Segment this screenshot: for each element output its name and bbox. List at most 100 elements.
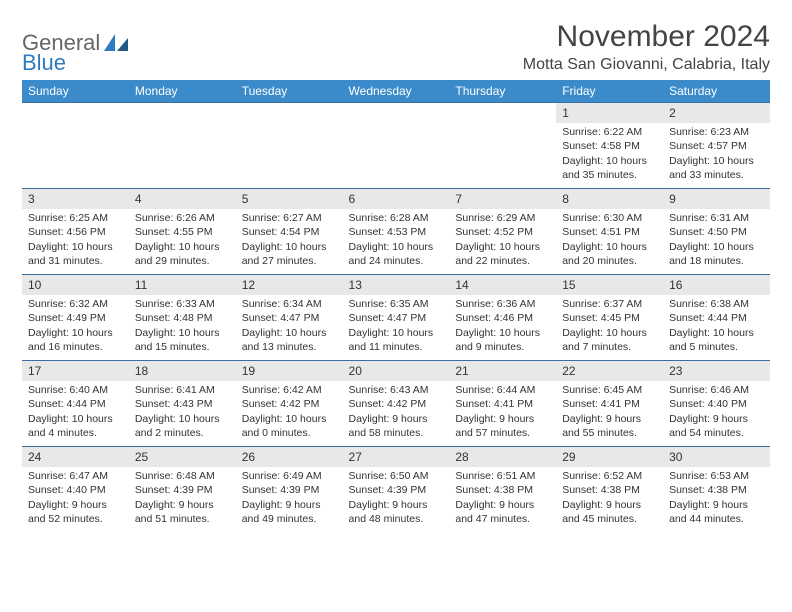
day-line: Sunset: 4:46 PM — [455, 311, 550, 325]
day-line: Sunrise: 6:37 AM — [562, 297, 657, 311]
day-number: 6 — [343, 189, 450, 209]
day-line: Sunset: 4:42 PM — [242, 397, 337, 411]
calendar-day-cell: 4Sunrise: 6:26 AMSunset: 4:55 PMDaylight… — [129, 189, 236, 275]
day-line: Daylight: 10 hours and 15 minutes. — [135, 326, 230, 354]
calendar-day-cell — [22, 103, 129, 189]
day-content — [449, 123, 556, 129]
day-line: Sunset: 4:50 PM — [669, 225, 764, 239]
day-line: Daylight: 10 hours and 20 minutes. — [562, 240, 657, 268]
weekday-header: Sunday — [22, 80, 129, 103]
day-number: 23 — [663, 361, 770, 381]
day-content: Sunrise: 6:50 AMSunset: 4:39 PMDaylight:… — [343, 467, 450, 530]
calendar-table: Sunday Monday Tuesday Wednesday Thursday… — [22, 80, 770, 533]
day-content — [22, 123, 129, 129]
day-line: Daylight: 10 hours and 9 minutes. — [455, 326, 550, 354]
day-line: Sunrise: 6:33 AM — [135, 297, 230, 311]
day-line: Sunrise: 6:48 AM — [135, 469, 230, 483]
day-content: Sunrise: 6:37 AMSunset: 4:45 PMDaylight:… — [556, 295, 663, 358]
day-number: 4 — [129, 189, 236, 209]
day-line: Daylight: 10 hours and 4 minutes. — [28, 412, 123, 440]
calendar-day-cell: 19Sunrise: 6:42 AMSunset: 4:42 PMDayligh… — [236, 361, 343, 447]
day-line: Daylight: 10 hours and 33 minutes. — [669, 154, 764, 182]
weekday-header: Friday — [556, 80, 663, 103]
day-content: Sunrise: 6:27 AMSunset: 4:54 PMDaylight:… — [236, 209, 343, 272]
calendar-day-cell: 16Sunrise: 6:38 AMSunset: 4:44 PMDayligh… — [663, 275, 770, 361]
day-line: Daylight: 10 hours and 0 minutes. — [242, 412, 337, 440]
calendar-day-cell: 7Sunrise: 6:29 AMSunset: 4:52 PMDaylight… — [449, 189, 556, 275]
day-content: Sunrise: 6:46 AMSunset: 4:40 PMDaylight:… — [663, 381, 770, 444]
day-number: 9 — [663, 189, 770, 209]
header: General Blue November 2024 Motta San Gio… — [22, 18, 770, 74]
day-number: 26 — [236, 447, 343, 467]
day-number: 18 — [129, 361, 236, 381]
logo-text-2: Blue — [22, 52, 66, 74]
calendar-day-cell: 12Sunrise: 6:34 AMSunset: 4:47 PMDayligh… — [236, 275, 343, 361]
day-line: Sunset: 4:40 PM — [28, 483, 123, 497]
calendar-day-cell: 14 Sunrise: 6:36 AMSunset: 4:46 PMDayligh… — [449, 275, 556, 361]
day-line: Sunset: 4:58 PM — [562, 139, 657, 153]
day-number: 14 — [449, 275, 556, 295]
day-line: Sunrise: 6:23 AM — [669, 125, 764, 139]
day-content: Sunrise: 6:31 AMSunset: 4:50 PMDaylight:… — [663, 209, 770, 272]
day-number: 28 — [449, 447, 556, 467]
calendar-day-cell: 20Sunrise: 6:43 AMSunset: 4:42 PMDayligh… — [343, 361, 450, 447]
day-line: Daylight: 10 hours and 18 minutes. — [669, 240, 764, 268]
day-content: Sunrise: 6:29 AMSunset: 4:52 PMDaylight:… — [449, 209, 556, 272]
calendar-day-cell: 23Sunrise: 6:46 AMSunset: 4:40 PMDayligh… — [663, 361, 770, 447]
day-line: Sunset: 4:41 PM — [455, 397, 550, 411]
calendar-day-cell: 10Sunrise: 6:32 AMSunset: 4:49 PMDayligh… — [22, 275, 129, 361]
day-content — [236, 123, 343, 129]
day-content: Sunrise: 6:26 AMSunset: 4:55 PMDaylight:… — [129, 209, 236, 272]
day-line: Sunrise: 6:49 AM — [242, 469, 337, 483]
calendar-day-cell: 8Sunrise: 6:30 AMSunset: 4:51 PMDaylight… — [556, 189, 663, 275]
day-line: Sunset: 4:44 PM — [28, 397, 123, 411]
weekday-header: Wednesday — [343, 80, 450, 103]
day-content: Sunrise: 6:47 AMSunset: 4:40 PMDaylight:… — [22, 467, 129, 530]
calendar-day-cell: 11Sunrise: 6:33 AMSunset: 4:48 PMDayligh… — [129, 275, 236, 361]
calendar-day-cell: 17Sunrise: 6:40 AMSunset: 4:44 PMDayligh… — [22, 361, 129, 447]
calendar-day-cell: 21Sunrise: 6:44 AMSunset: 4:41 PMDayligh… — [449, 361, 556, 447]
day-content: Sunrise: 6:23 AMSunset: 4:57 PMDaylight:… — [663, 123, 770, 186]
day-line: Daylight: 9 hours and 54 minutes. — [669, 412, 764, 440]
day-line: Daylight: 9 hours and 57 minutes. — [455, 412, 550, 440]
day-line: Sunrise: 6:52 AM — [562, 469, 657, 483]
day-line: Sunset: 4:49 PM — [28, 311, 123, 325]
day-number: 7 — [449, 189, 556, 209]
day-line: Sunset: 4:38 PM — [562, 483, 657, 497]
day-line: Sunrise: 6:53 AM — [669, 469, 764, 483]
day-number: 15 — [556, 275, 663, 295]
calendar-day-cell: 18Sunrise: 6:41 AMSunset: 4:43 PMDayligh… — [129, 361, 236, 447]
day-line: Sunrise: 6:43 AM — [349, 383, 444, 397]
day-line: Sunset: 4:42 PM — [349, 397, 444, 411]
calendar-day-cell — [236, 103, 343, 189]
day-content: Sunrise: 6:42 AMSunset: 4:42 PMDaylight:… — [236, 381, 343, 444]
calendar-week-row: 17Sunrise: 6:40 AMSunset: 4:44 PMDayligh… — [22, 361, 770, 447]
calendar-day-cell: 13Sunrise: 6:35 AMSunset: 4:47 PMDayligh… — [343, 275, 450, 361]
day-number: 17 — [22, 361, 129, 381]
calendar-day-cell: 9Sunrise: 6:31 AMSunset: 4:50 PMDaylight… — [663, 189, 770, 275]
day-line: Sunrise: 6:32 AM — [28, 297, 123, 311]
day-line: Sunset: 4:39 PM — [242, 483, 337, 497]
day-content: Sunrise: 6:33 AMSunset: 4:48 PMDaylight:… — [129, 295, 236, 358]
day-number: 1 — [556, 103, 663, 123]
day-line: Sunset: 4:47 PM — [242, 311, 337, 325]
day-line: Sunrise: 6:45 AM — [562, 383, 657, 397]
day-line: Sunset: 4:44 PM — [669, 311, 764, 325]
day-line: Sunrise: 6:34 AM — [242, 297, 337, 311]
day-content: Sunrise: 6:25 AMSunset: 4:56 PMDaylight:… — [22, 209, 129, 272]
calendar-day-cell — [129, 103, 236, 189]
day-line: Sunset: 4:45 PM — [562, 311, 657, 325]
calendar-day-cell: 6Sunrise: 6:28 AMSunset: 4:53 PMDaylight… — [343, 189, 450, 275]
day-line: Daylight: 9 hours and 51 minutes. — [135, 498, 230, 526]
calendar-day-cell: 28Sunrise: 6:51 AMSunset: 4:38 PMDayligh… — [449, 447, 556, 533]
day-line: Sunrise: 6:36 AM — [455, 297, 550, 311]
day-line: Sunset: 4:57 PM — [669, 139, 764, 153]
calendar-day-cell: 24Sunrise: 6:47 AMSunset: 4:40 PMDayligh… — [22, 447, 129, 533]
day-line: Daylight: 10 hours and 5 minutes. — [669, 326, 764, 354]
day-line: Daylight: 10 hours and 31 minutes. — [28, 240, 123, 268]
day-line: Sunrise: 6:50 AM — [349, 469, 444, 483]
title-block: November 2024 Motta San Giovanni, Calabr… — [523, 20, 770, 74]
day-number: 21 — [449, 361, 556, 381]
day-line: Sunset: 4:43 PM — [135, 397, 230, 411]
day-line: Sunrise: 6:31 AM — [669, 211, 764, 225]
